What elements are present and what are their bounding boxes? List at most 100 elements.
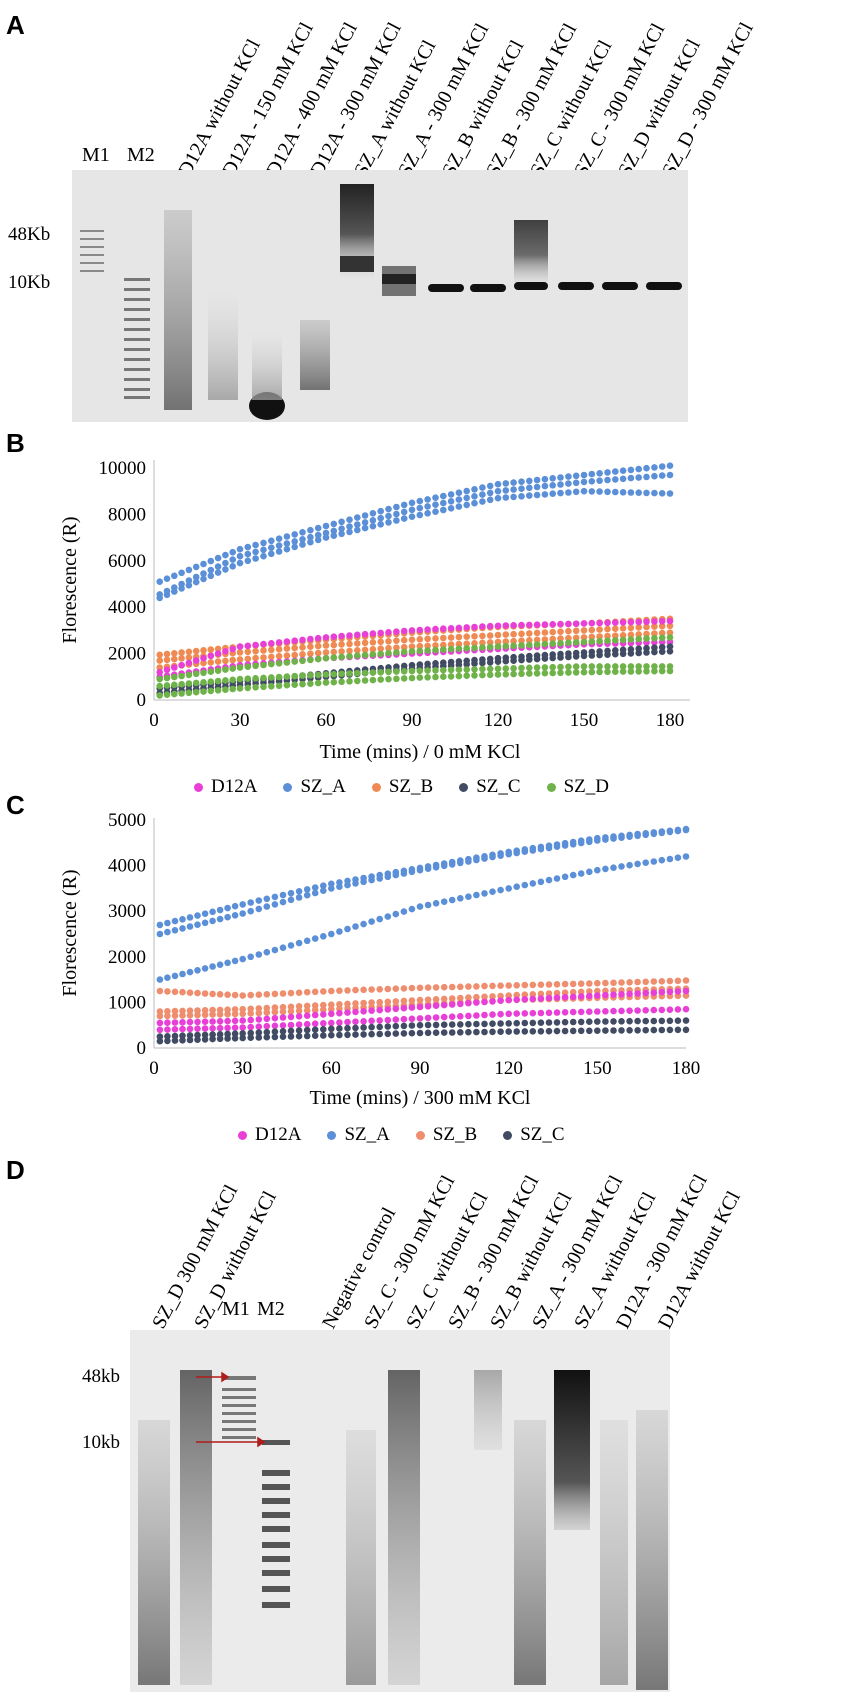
data-point-sz-a (336, 928, 343, 935)
data-point-d12a (489, 998, 496, 1005)
data-point-sz-c (448, 1029, 456, 1036)
data-point-sz-d (619, 663, 627, 670)
data-point-sz-a (479, 491, 486, 498)
panel-letter-b: B (6, 428, 25, 458)
data-point-sz-a (545, 876, 553, 884)
data-point-d12a (642, 1007, 649, 1014)
data-point-d12a (513, 1010, 520, 1017)
data-point-sz-a (557, 481, 564, 488)
data-point-sz-d (275, 682, 283, 690)
data-point-sz-b (432, 996, 440, 1003)
data-point-sz-c (424, 1029, 432, 1037)
data-point-sz-c (610, 1027, 617, 1034)
data-point-d12a (626, 1007, 633, 1014)
data-point-sz-b (424, 984, 432, 991)
data-point-sz-a (209, 963, 216, 970)
data-point-sz-b (553, 981, 561, 988)
data-point-sz-a (471, 486, 478, 493)
data-point-sz-b (596, 633, 603, 640)
data-point-sz-a (489, 853, 496, 861)
data-point-sz-c (186, 1036, 194, 1044)
data-point-sz-b (610, 979, 617, 987)
data-point-sz-b (307, 650, 314, 657)
data-point-sz-b (303, 1002, 311, 1010)
data-point-d12a (239, 1024, 246, 1031)
data-point-sz-b (268, 653, 275, 661)
data-point-sz-a (650, 830, 658, 838)
data-point-sz-b (171, 1012, 179, 1019)
data-point-d12a (336, 1019, 343, 1026)
data-point-sz-a (311, 889, 319, 897)
data-point-sz-b (244, 648, 252, 656)
data-point-sz-a (201, 965, 209, 972)
data-point-sz-a (400, 501, 408, 509)
data-point-sz-a (627, 474, 635, 482)
data-point-sz-a (328, 930, 335, 938)
data-point-d12a (604, 619, 611, 627)
gel-a-m2-ladder (124, 278, 150, 399)
data-point-sz-b (521, 991, 529, 998)
data-point-sz-a (224, 913, 231, 921)
y-tick-label: 2000 (108, 644, 146, 665)
data-point-sz-b (510, 630, 517, 638)
data-point-sz-b (408, 636, 416, 643)
data-point-sz-a (565, 473, 572, 480)
data-point-sz-c (537, 1028, 545, 1035)
data-point-sz-c (627, 650, 635, 657)
data-point-d12a (569, 1008, 577, 1016)
data-point-sz-a (244, 550, 252, 558)
data-point-sz-c (194, 1036, 201, 1043)
data-point-sz-a (518, 478, 525, 485)
legend-dot (503, 1130, 513, 1140)
data-point-sz-a (526, 477, 533, 485)
data-point-sz-d (299, 657, 306, 665)
data-point-d12a (263, 1015, 271, 1023)
x-tick-label: 150 (570, 710, 599, 731)
gel-a-band (164, 210, 192, 410)
data-point-sz-d (361, 651, 369, 659)
data-point-sz-a (385, 505, 392, 513)
data-point-d12a (354, 631, 361, 639)
data-point-sz-d (518, 642, 525, 649)
data-point-d12a (236, 643, 244, 650)
data-point-sz-a (432, 501, 439, 508)
data-point-d12a (586, 1008, 593, 1015)
data-point-d12a (271, 1022, 279, 1030)
data-point-sz-b (612, 632, 619, 639)
data-point-d12a (502, 622, 510, 629)
y-tick-label: 4000 (108, 597, 146, 618)
data-point-sz-a (463, 494, 471, 502)
data-point-sz-d (494, 665, 502, 672)
data-point-sz-a (572, 479, 580, 487)
data-point-d12a (666, 638, 674, 646)
data-point-sz-b (314, 642, 322, 650)
data-point-sz-a (416, 903, 424, 910)
data-point-sz-d (651, 663, 658, 670)
data-point-sz-a (314, 536, 322, 544)
data-point-sz-b (526, 630, 533, 637)
data-point-sz-d (283, 681, 291, 689)
data-point-d12a (505, 996, 512, 1004)
data-point-sz-c (231, 1035, 239, 1042)
data-point-d12a (481, 1011, 488, 1019)
data-point-sz-b (263, 991, 271, 998)
data-point-sz-c (328, 1025, 335, 1033)
gel-a-image (72, 170, 688, 422)
data-point-sz-a (393, 503, 400, 511)
data-point-sz-a (541, 491, 549, 498)
data-point-sz-d (440, 646, 447, 653)
data-point-sz-d (572, 669, 580, 676)
data-point-sz-a (252, 548, 259, 556)
data-point-sz-d (432, 667, 439, 674)
data-point-sz-b (457, 983, 464, 991)
data-point-sz-a (521, 881, 529, 889)
data-point-sz-b (255, 1005, 263, 1012)
data-point-sz-a (447, 491, 455, 498)
data-point-sz-c (360, 1031, 367, 1038)
data-point-sz-a (368, 876, 375, 884)
data-point-sz-d (619, 668, 627, 675)
data-point-sz-b (455, 633, 463, 641)
data-point-d12a (518, 621, 525, 629)
data-point-sz-a (471, 493, 478, 500)
data-point-d12a (521, 1010, 529, 1017)
